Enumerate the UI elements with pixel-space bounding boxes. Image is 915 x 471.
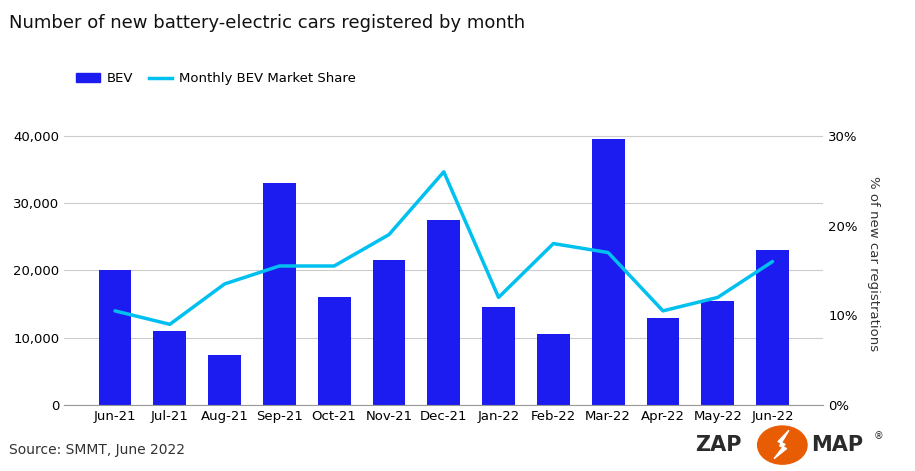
- Bar: [99, 270, 132, 405]
- Text: ZAP: ZAP: [695, 435, 742, 455]
- Bar: [318, 297, 350, 405]
- Bar: [701, 301, 734, 405]
- Y-axis label: % of new car registrations: % of new car registrations: [867, 176, 880, 351]
- Bar: [647, 317, 680, 405]
- Bar: [592, 139, 625, 405]
- Text: Number of new battery-electric cars registered by month: Number of new battery-electric cars regi…: [9, 14, 525, 32]
- Bar: [537, 334, 570, 405]
- Bar: [263, 183, 296, 405]
- Bar: [427, 220, 460, 405]
- Bar: [208, 355, 241, 405]
- Bar: [756, 250, 789, 405]
- Legend: BEV, Monthly BEV Market Share: BEV, Monthly BEV Market Share: [70, 67, 361, 90]
- Text: ®: ®: [874, 430, 884, 441]
- Polygon shape: [774, 430, 789, 459]
- Text: Source: SMMT, June 2022: Source: SMMT, June 2022: [9, 443, 185, 457]
- Text: MAP: MAP: [812, 435, 864, 455]
- Circle shape: [758, 426, 807, 464]
- Bar: [482, 308, 515, 405]
- Bar: [372, 260, 405, 405]
- Bar: [154, 331, 187, 405]
